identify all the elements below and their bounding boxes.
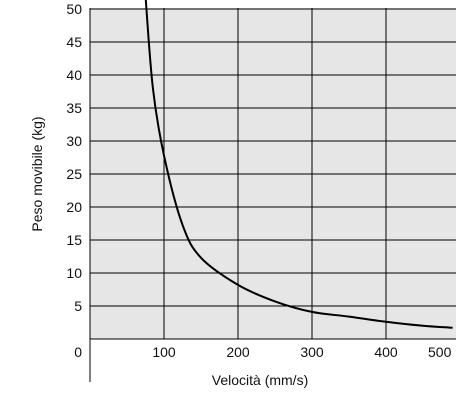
y-tick-label: 25: [66, 166, 82, 182]
x-tick-label: 400: [374, 344, 398, 360]
y-tick-label: 45: [66, 34, 82, 50]
y-tick-label: 10: [66, 265, 82, 281]
y-tick-label: 20: [66, 199, 82, 215]
y-tick-label: 15: [66, 232, 82, 248]
x-tick-label: 500: [428, 344, 452, 360]
x-tick-labels: 0 100 200 300 400 500: [74, 344, 451, 360]
x-tick-label: 300: [300, 344, 324, 360]
y-tick-labels: 5 10 15 20 25 30 35 40 45 50: [66, 1, 82, 314]
y-tick-label: 30: [66, 133, 82, 149]
y-tick-label: 50: [66, 1, 82, 17]
x-axis-title: Velocità (mm/s): [212, 372, 308, 388]
y-axis-title: Peso movibile (kg): [29, 116, 45, 231]
y-tick-label: 40: [66, 67, 82, 83]
y-tick-label: 35: [66, 100, 82, 116]
series-line: [144, 0, 453, 329]
y-tick-label: 5: [74, 298, 82, 314]
x-tick-label: 100: [152, 344, 176, 360]
x-tick-label: 0: [74, 344, 82, 360]
x-tick-label: 200: [226, 344, 250, 360]
